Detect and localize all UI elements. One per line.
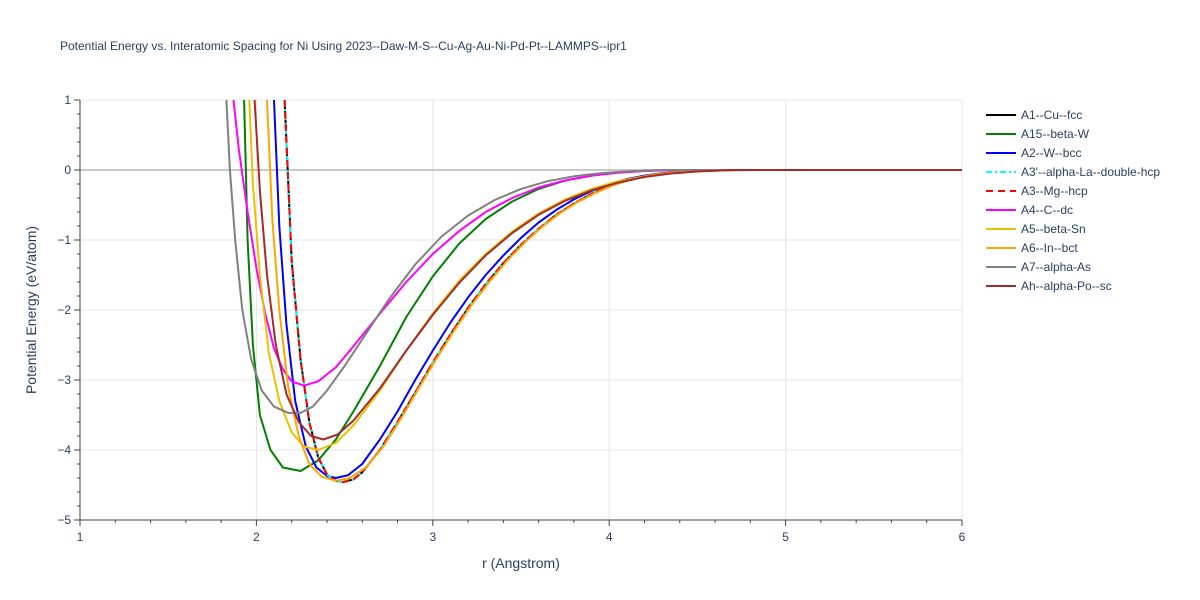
grid	[80, 99, 963, 520]
legend-item-label[interactable]: A4--C--dc	[1021, 203, 1073, 217]
series-line-9	[253, 100, 962, 441]
legend-item-label[interactable]: A2--W--bcc	[1021, 146, 1081, 160]
x-tick-label: 3	[429, 530, 436, 544]
legend-item-label[interactable]: A15--beta-W	[1021, 127, 1090, 141]
axes: 1 2 3 4 5 6 1 0 −1 −2 −3 −4 −5	[57, 93, 965, 544]
x-tick-label: 6	[959, 530, 966, 544]
x-tick-label: 5	[782, 530, 789, 544]
legend-item-label[interactable]: A7--alpha-As	[1021, 260, 1091, 274]
y-tick-label: −1	[57, 233, 71, 247]
x-tick-label: 1	[77, 530, 84, 544]
x-axis-title: r (Angstrom)	[482, 555, 560, 571]
plot-area	[225, 100, 962, 484]
y-tick-label: 0	[64, 163, 71, 177]
y-tick-label: 1	[64, 93, 71, 107]
chart-title: Potential Energy vs. Interatomic Spacing…	[60, 39, 627, 53]
series-line-0	[283, 100, 962, 484]
series-line-1	[243, 100, 962, 472]
series-line-7	[266, 100, 962, 482]
series-line-4	[283, 100, 962, 484]
y-tick-label: −3	[57, 373, 71, 387]
legend: A1--Cu--fcc A15--beta-W A2--W--bcc A3'--alp…	[986, 108, 1160, 293]
legend-item-label[interactable]: A6--In--bct	[1021, 241, 1078, 255]
legend-item-label[interactable]: A3--Mg--hcp	[1021, 184, 1088, 198]
y-tick-label: −4	[57, 443, 71, 457]
legend-item-label[interactable]: A5--beta-Sn	[1021, 222, 1086, 236]
legend-item-label[interactable]: A1--Cu--fcc	[1021, 108, 1082, 122]
legend-item-label[interactable]: A3'--alpha-La--double-hcp	[1021, 165, 1160, 179]
y-tick-label: −5	[57, 513, 71, 527]
y-axis-title: Potential Energy (eV/atom)	[23, 226, 39, 394]
legend-item-label[interactable]: Ah--alpha-Po--sc	[1021, 279, 1112, 293]
x-tick-label: 4	[606, 530, 613, 544]
series-line-2	[273, 100, 962, 479]
x-tick-label: 2	[253, 530, 260, 544]
series-line-3	[283, 100, 962, 484]
series-line-5	[232, 100, 962, 387]
series-line-8	[225, 100, 962, 414]
y-tick-label: −2	[57, 303, 71, 317]
series-line-6	[248, 100, 962, 451]
